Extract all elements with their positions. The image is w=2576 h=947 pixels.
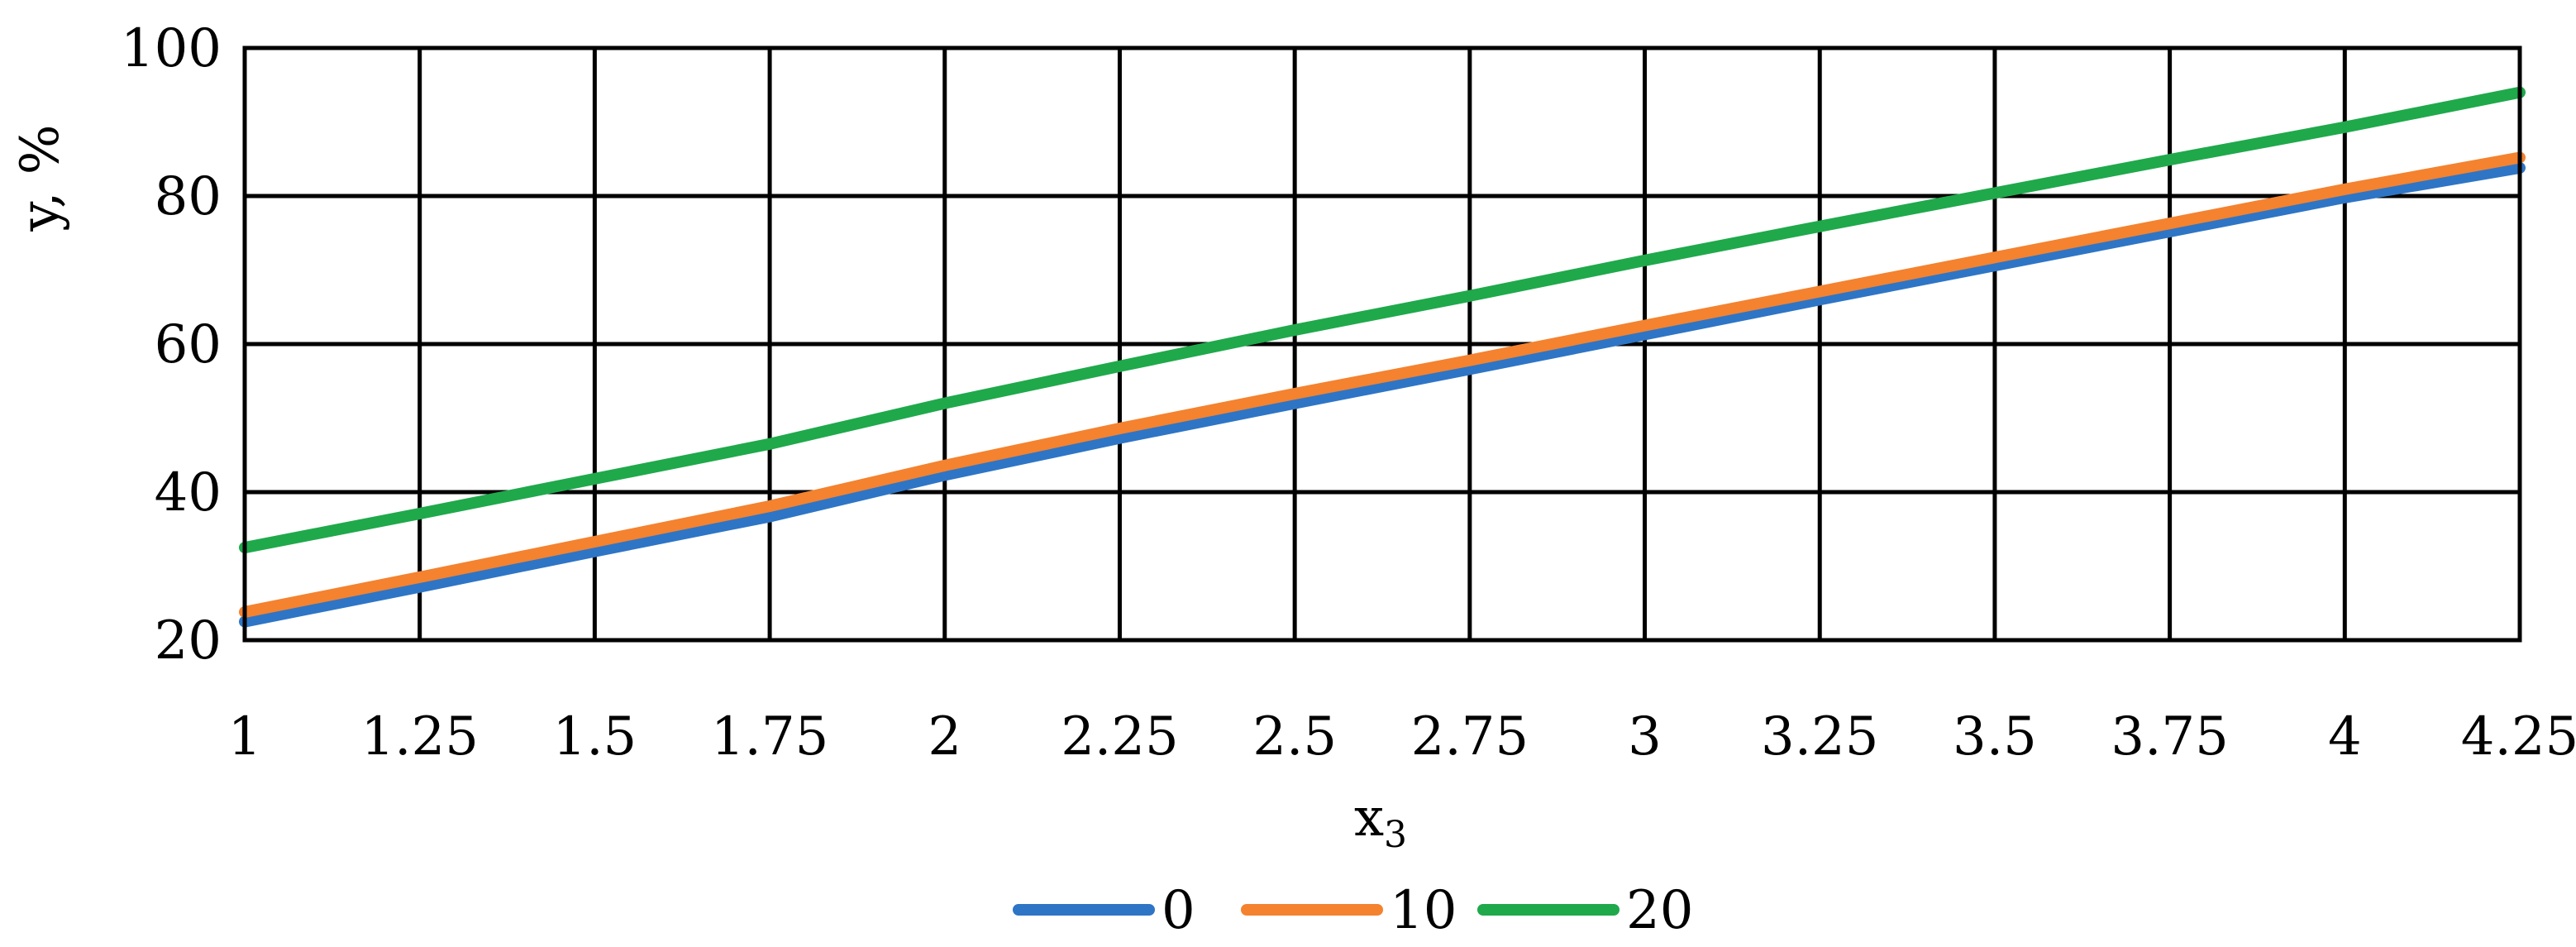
x-tick-label: 2.5 xyxy=(1252,706,1337,768)
x-tick-label: 2.75 xyxy=(1411,706,1529,768)
y-tick-label: 100 xyxy=(121,18,222,79)
x-tick-label: 1.5 xyxy=(552,706,637,768)
x-tick-label: 1.25 xyxy=(360,706,479,768)
y-tick-label: 20 xyxy=(155,610,222,672)
x-tick-label: 1 xyxy=(228,706,262,768)
series-line-0 xyxy=(239,162,2526,628)
x-tick-label: 2 xyxy=(928,706,961,768)
y-axis-title: y, % xyxy=(10,124,71,232)
x-tick-label: 1.75 xyxy=(711,706,829,768)
x-tick-label: 4 xyxy=(2328,706,2362,768)
legend: 0 10 20 xyxy=(1013,880,1693,941)
x-tick-label: 4.25 xyxy=(2461,706,2576,768)
x-axis-ticks: 1 1.25 1.5 1.75 2 2.25 2.5 2.75 3 3.25 3.5 3.75 4 4.2… xyxy=(228,706,2576,768)
y-tick-label: 60 xyxy=(155,314,222,375)
x-tick-label: 3.25 xyxy=(1761,706,1879,768)
y-axis-ticks: 20 40 60 80 100 xyxy=(121,18,222,672)
legend-label-10: 10 xyxy=(1390,880,1457,941)
legend-label-20: 20 xyxy=(1626,880,1693,941)
series-line-20 xyxy=(239,86,2526,554)
x-tick-label: 2.25 xyxy=(1061,706,1179,768)
x-tick-label: 3.75 xyxy=(2111,706,2229,768)
x-axis-title-main: x xyxy=(1354,787,1384,849)
legend-label-0: 0 xyxy=(1162,880,1195,941)
series-lines xyxy=(239,86,2526,628)
plot-area xyxy=(242,45,2522,643)
y-tick-label: 40 xyxy=(155,462,222,524)
x-tick-label: 3 xyxy=(1628,706,1662,768)
x-axis-title-subscript: 3 xyxy=(1384,814,1407,856)
x-axis-title: x3 xyxy=(1354,787,1407,856)
y-tick-label: 80 xyxy=(155,166,222,227)
series-line-10 xyxy=(239,151,2526,618)
x-tick-label: 3.5 xyxy=(1953,706,2037,768)
